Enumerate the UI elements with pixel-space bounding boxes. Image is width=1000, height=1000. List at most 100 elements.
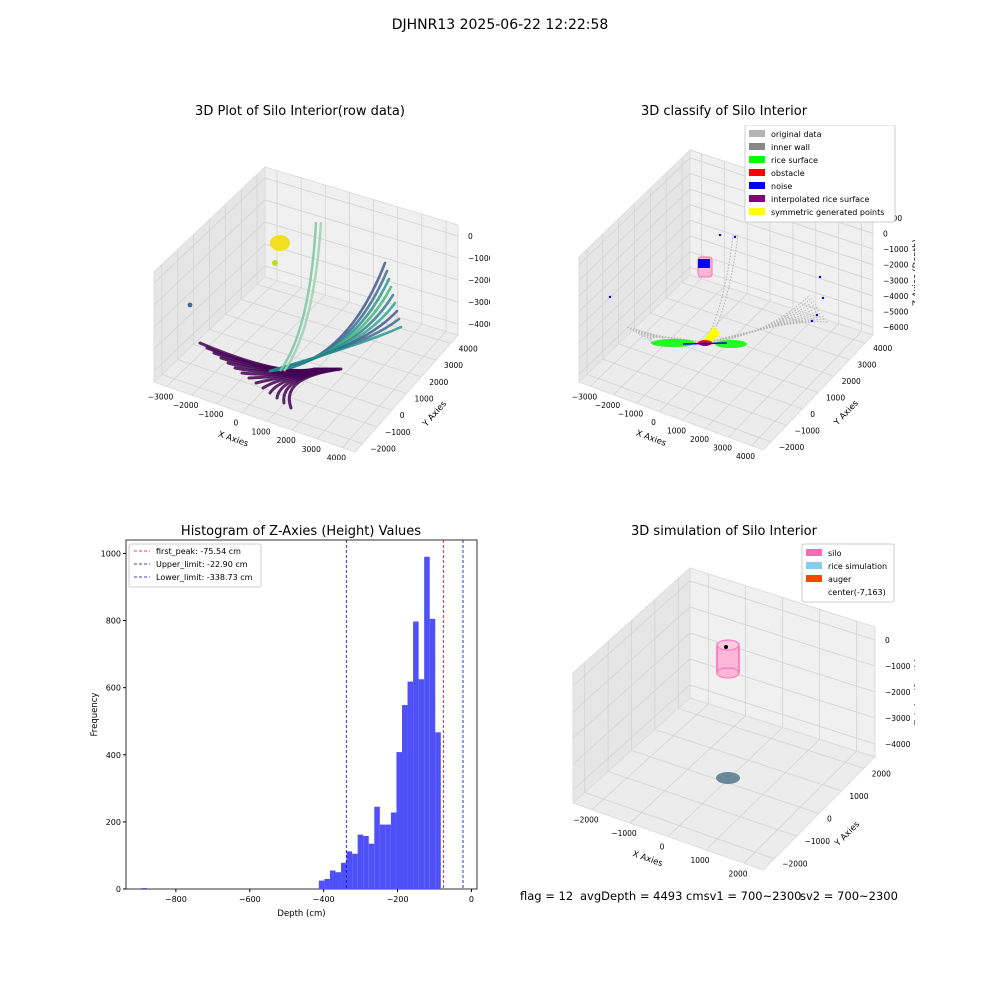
p4-ztick: −3000 [885, 714, 911, 723]
histogram-bar [329, 870, 336, 889]
p1-scan-line [287, 367, 343, 410]
p4-ztick: 0 [885, 636, 890, 645]
p2-legend-label: symmetric generated points [771, 208, 884, 217]
histogram-xtick-label: −400 [313, 895, 335, 904]
histogram-legend-label: Lower_limit: -338.73 cm [156, 573, 253, 582]
p2-rice-surface-left [651, 339, 695, 347]
p2-grid-z [578, 251, 874, 359]
p1-xtick: −1000 [198, 410, 224, 419]
histogram-bar [335, 872, 342, 889]
p2-noise-point [733, 235, 737, 239]
histogram-title: Histogram of Z-Axies (Height) Values [180, 524, 422, 539]
p2-ytick: −1000 [795, 426, 821, 435]
p2-xtick: −2000 [595, 401, 621, 410]
histogram-bar [352, 853, 358, 889]
p2-ytick: 0 [810, 410, 815, 419]
histogram-ytick-label: 600 [106, 684, 121, 693]
p2-ztick: 0 [883, 229, 888, 238]
p2-ztick: −3000 [883, 276, 909, 285]
p2-noise-cluster [698, 259, 710, 268]
p2-xtick: 3000 [713, 443, 732, 452]
p2-grid-y [602, 358, 787, 426]
histogram-ytick-label: 1000 [101, 549, 121, 558]
p2-xtick: −1000 [618, 409, 644, 418]
p2-original-arc [647, 336, 706, 344]
p2-grid-z [578, 204, 874, 312]
p4-legend-swatch [806, 575, 822, 582]
histogram-xlabel: Depth (cm) [277, 909, 325, 919]
p1-ytick: 2000 [429, 378, 448, 387]
panel2-title: 3D classify of Silo Interior [640, 104, 808, 119]
p1-ztick: −4000 [468, 320, 490, 329]
p2-xtick: 2000 [690, 435, 709, 444]
p1-ytick: 4000 [459, 344, 478, 353]
p1-ztick: −3000 [468, 298, 490, 307]
panel1-title: 3D Plot of Silo Interior(row data) [195, 104, 405, 119]
p1-grid-y [225, 314, 422, 378]
p4-xlabel: X Axies [631, 849, 664, 869]
p2-noise-line [682, 342, 728, 345]
panel4-title: 3D simulation of Silo Interior [631, 524, 817, 539]
p2-ztick: −6000 [883, 323, 909, 332]
p2-original-arc [704, 300, 815, 344]
footer-avg-depth: avgDepth = 4493 cmsv1 = 700~2300 [580, 889, 802, 903]
p2-legend-swatch [749, 156, 765, 163]
p2-grid-y [618, 343, 803, 410]
histogram-ytick-label: 200 [106, 818, 121, 827]
p1-yellow-cluster [270, 235, 290, 251]
p4-ytick: 1000 [849, 792, 868, 801]
p4-legend-label: auger [828, 575, 852, 584]
p2-ztick: −2000 [883, 261, 909, 270]
p2-legend: original data inner wall rice surface obsta… [744, 125, 896, 223]
p4-rice-simulation [716, 772, 740, 784]
p1-ytick: 0 [400, 411, 405, 420]
p1-ztick: −2000 [468, 276, 490, 285]
p1-scan-arc [268, 325, 403, 373]
p1-grid-y [241, 299, 437, 361]
p4-xtick: 0 [660, 843, 665, 852]
p4-ytick: −1000 [805, 837, 831, 846]
histogram-bar [401, 705, 408, 889]
histogram-bar [379, 824, 386, 889]
p2-xtick: 4000 [736, 452, 755, 461]
histogram-bar [363, 835, 369, 889]
p1-scan-arc-tall [283, 221, 323, 372]
p2-noise-point [718, 233, 722, 237]
p1-point-cloud [187, 221, 403, 410]
p4-zlabel: Z Axies (Depth) [914, 659, 915, 726]
p1-xtick: −3000 [148, 392, 174, 401]
p2-ytick: 3000 [857, 361, 876, 370]
p2-legend-label: inner wall [771, 143, 810, 152]
p4-legend: silo rice simulation auger center(-7,163) [801, 543, 895, 603]
histogram-legend: first_peak: -75.54 cm Upper_limit: -22.90… [128, 543, 262, 588]
p1-xtick: 0 [234, 419, 239, 428]
p2-classified-points [608, 233, 829, 348]
histogram-legend-label: Upper_limit: -22.90 cm [156, 560, 248, 569]
p4-xtick: −1000 [611, 829, 637, 838]
histogram-ytick-label: 400 [106, 751, 121, 760]
histogram-bar [418, 679, 425, 889]
p4-grid-y [607, 771, 797, 837]
p4-legend-label: center(-7,163) [828, 588, 886, 597]
p4-xtick: −2000 [573, 816, 599, 825]
p2-grid-y [586, 373, 771, 443]
p4-ztick: −2000 [885, 688, 911, 697]
p4-legend-swatch [806, 549, 822, 556]
p2-legend-swatch [749, 169, 765, 176]
p1-grid-z [153, 199, 459, 306]
p2-legend-swatch [749, 143, 765, 150]
p4-ztick: −4000 [885, 740, 911, 749]
p2-zlabel: Z Axies (Depth) [912, 239, 915, 306]
p1-ztick: −1000 [468, 254, 490, 263]
histogram-ytick-label: 0 [116, 885, 121, 894]
histogram-bar [424, 556, 430, 889]
p2-ztick: −4000 [883, 292, 909, 301]
p1-green-point [272, 260, 278, 266]
p2-original-arc [629, 328, 706, 344]
histogram-bar [324, 878, 330, 889]
p2-legend-frame [744, 125, 896, 223]
p1-xtick: 3000 [302, 445, 321, 454]
p2-legend-swatch [749, 130, 765, 137]
p1-outlier-point [187, 302, 193, 308]
p4-legend-frame [801, 543, 895, 603]
